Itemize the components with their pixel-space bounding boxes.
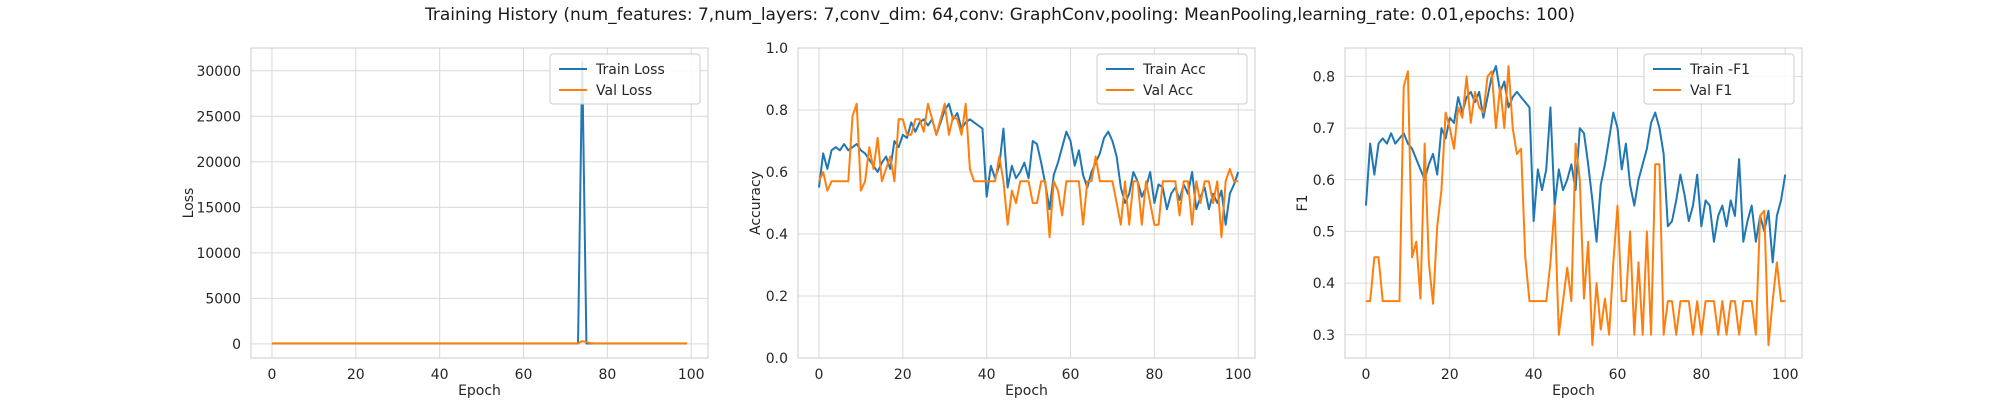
y-axis-label: Accuracy <box>748 171 764 235</box>
y-tick-label: 0.8 <box>766 103 788 119</box>
panel-1: 0 20 40 60 80 100 0 5000 10000 15000 20000 25000 300… <box>181 47 709 399</box>
y-tick-label: 0.2 <box>766 289 788 305</box>
y-tick-label: 0.6 <box>1313 173 1335 189</box>
x-tick-label: 20 <box>894 367 912 383</box>
legend-label: Val Acc <box>1143 83 1193 99</box>
series-line-2 <box>271 340 688 345</box>
x-tick-label: 60 <box>515 367 533 383</box>
x-tick-label: 80 <box>1692 367 1710 383</box>
x-tick-label: 80 <box>1145 367 1163 383</box>
y-tick-label: 0.3 <box>1313 328 1335 344</box>
y-tick-label: 0.4 <box>1313 276 1335 292</box>
y-tick-label: 0.8 <box>1313 69 1335 85</box>
x-tick-label: 0 <box>815 367 824 383</box>
panel-3: 0 20 40 60 80 100 0.3 0.4 0.5 0.6 0.7 0.8 Epoch F1 Tra… <box>1295 47 1803 399</box>
legend: Train Acc Val Acc <box>1096 53 1248 105</box>
x-axis-label: Epoch <box>1552 383 1595 399</box>
y-tick-label: 1.0 <box>766 41 788 57</box>
x-tick-label: 60 <box>1062 367 1080 383</box>
axes-frame <box>797 47 1256 359</box>
x-tick-label: 40 <box>978 367 996 383</box>
x-tick-label: 100 <box>1225 367 1252 383</box>
y-tick-label: 25000 <box>196 109 241 125</box>
figure-title: Training History (num_features: 7,num_la… <box>424 5 1575 25</box>
panel-2: 0 20 40 60 80 100 0.0 0.2 0.4 0.6 0.8 1.0 Epoch Accur… <box>748 41 1256 399</box>
y-tick-label: 0 <box>232 337 241 353</box>
y-axis-label: Loss <box>181 188 197 219</box>
legend-label: Train -F1 <box>1689 62 1750 78</box>
x-axis-label: Epoch <box>1005 383 1048 399</box>
legend-box <box>549 53 701 105</box>
x-tick-label: 0 <box>1362 367 1371 383</box>
legend: Train -F1 Val F1 <box>1643 53 1795 105</box>
x-tick-label: 100 <box>1772 367 1799 383</box>
legend: Train Loss Val Loss <box>549 53 701 105</box>
y-tick-label: 10000 <box>196 246 241 262</box>
x-tick-label: 80 <box>598 367 616 383</box>
axes-frame <box>1344 47 1803 359</box>
series-line-1 <box>1364 65 1787 264</box>
y-tick-label: 0.7 <box>1313 121 1335 137</box>
x-tick-label: 40 <box>431 367 449 383</box>
y-tick-label: 5000 <box>205 291 241 307</box>
x-tick-label: 100 <box>678 367 705 383</box>
series-line-2 <box>818 102 1239 239</box>
legend-box <box>1643 53 1795 105</box>
x-tick-label: 20 <box>347 367 365 383</box>
axes-frame <box>250 47 709 359</box>
y-tick-label: 0.4 <box>766 227 788 243</box>
y-tick-label: 0.0 <box>766 351 788 367</box>
legend-label: Val F1 <box>1690 83 1732 99</box>
legend-box <box>1096 53 1248 105</box>
x-tick-label: 0 <box>268 367 277 383</box>
x-tick-label: 60 <box>1609 367 1627 383</box>
x-tick-label: 40 <box>1525 367 1543 383</box>
x-tick-label: 20 <box>1441 367 1459 383</box>
series-line-1 <box>817 102 1240 226</box>
y-tick-label: 0.5 <box>1313 224 1335 240</box>
y-axis-label: F1 <box>1295 195 1311 212</box>
y-tick-label: 20000 <box>196 155 241 171</box>
legend-label: Train Loss <box>595 62 665 78</box>
y-tick-label: 0.6 <box>766 165 788 181</box>
y-tick-label: 15000 <box>196 200 241 216</box>
y-tick-label: 30000 <box>196 64 241 80</box>
series-line-2 <box>1365 65 1786 347</box>
x-axis-label: Epoch <box>458 383 501 399</box>
legend-label: Val Loss <box>596 83 652 99</box>
legend-label: Train Acc <box>1142 62 1206 78</box>
